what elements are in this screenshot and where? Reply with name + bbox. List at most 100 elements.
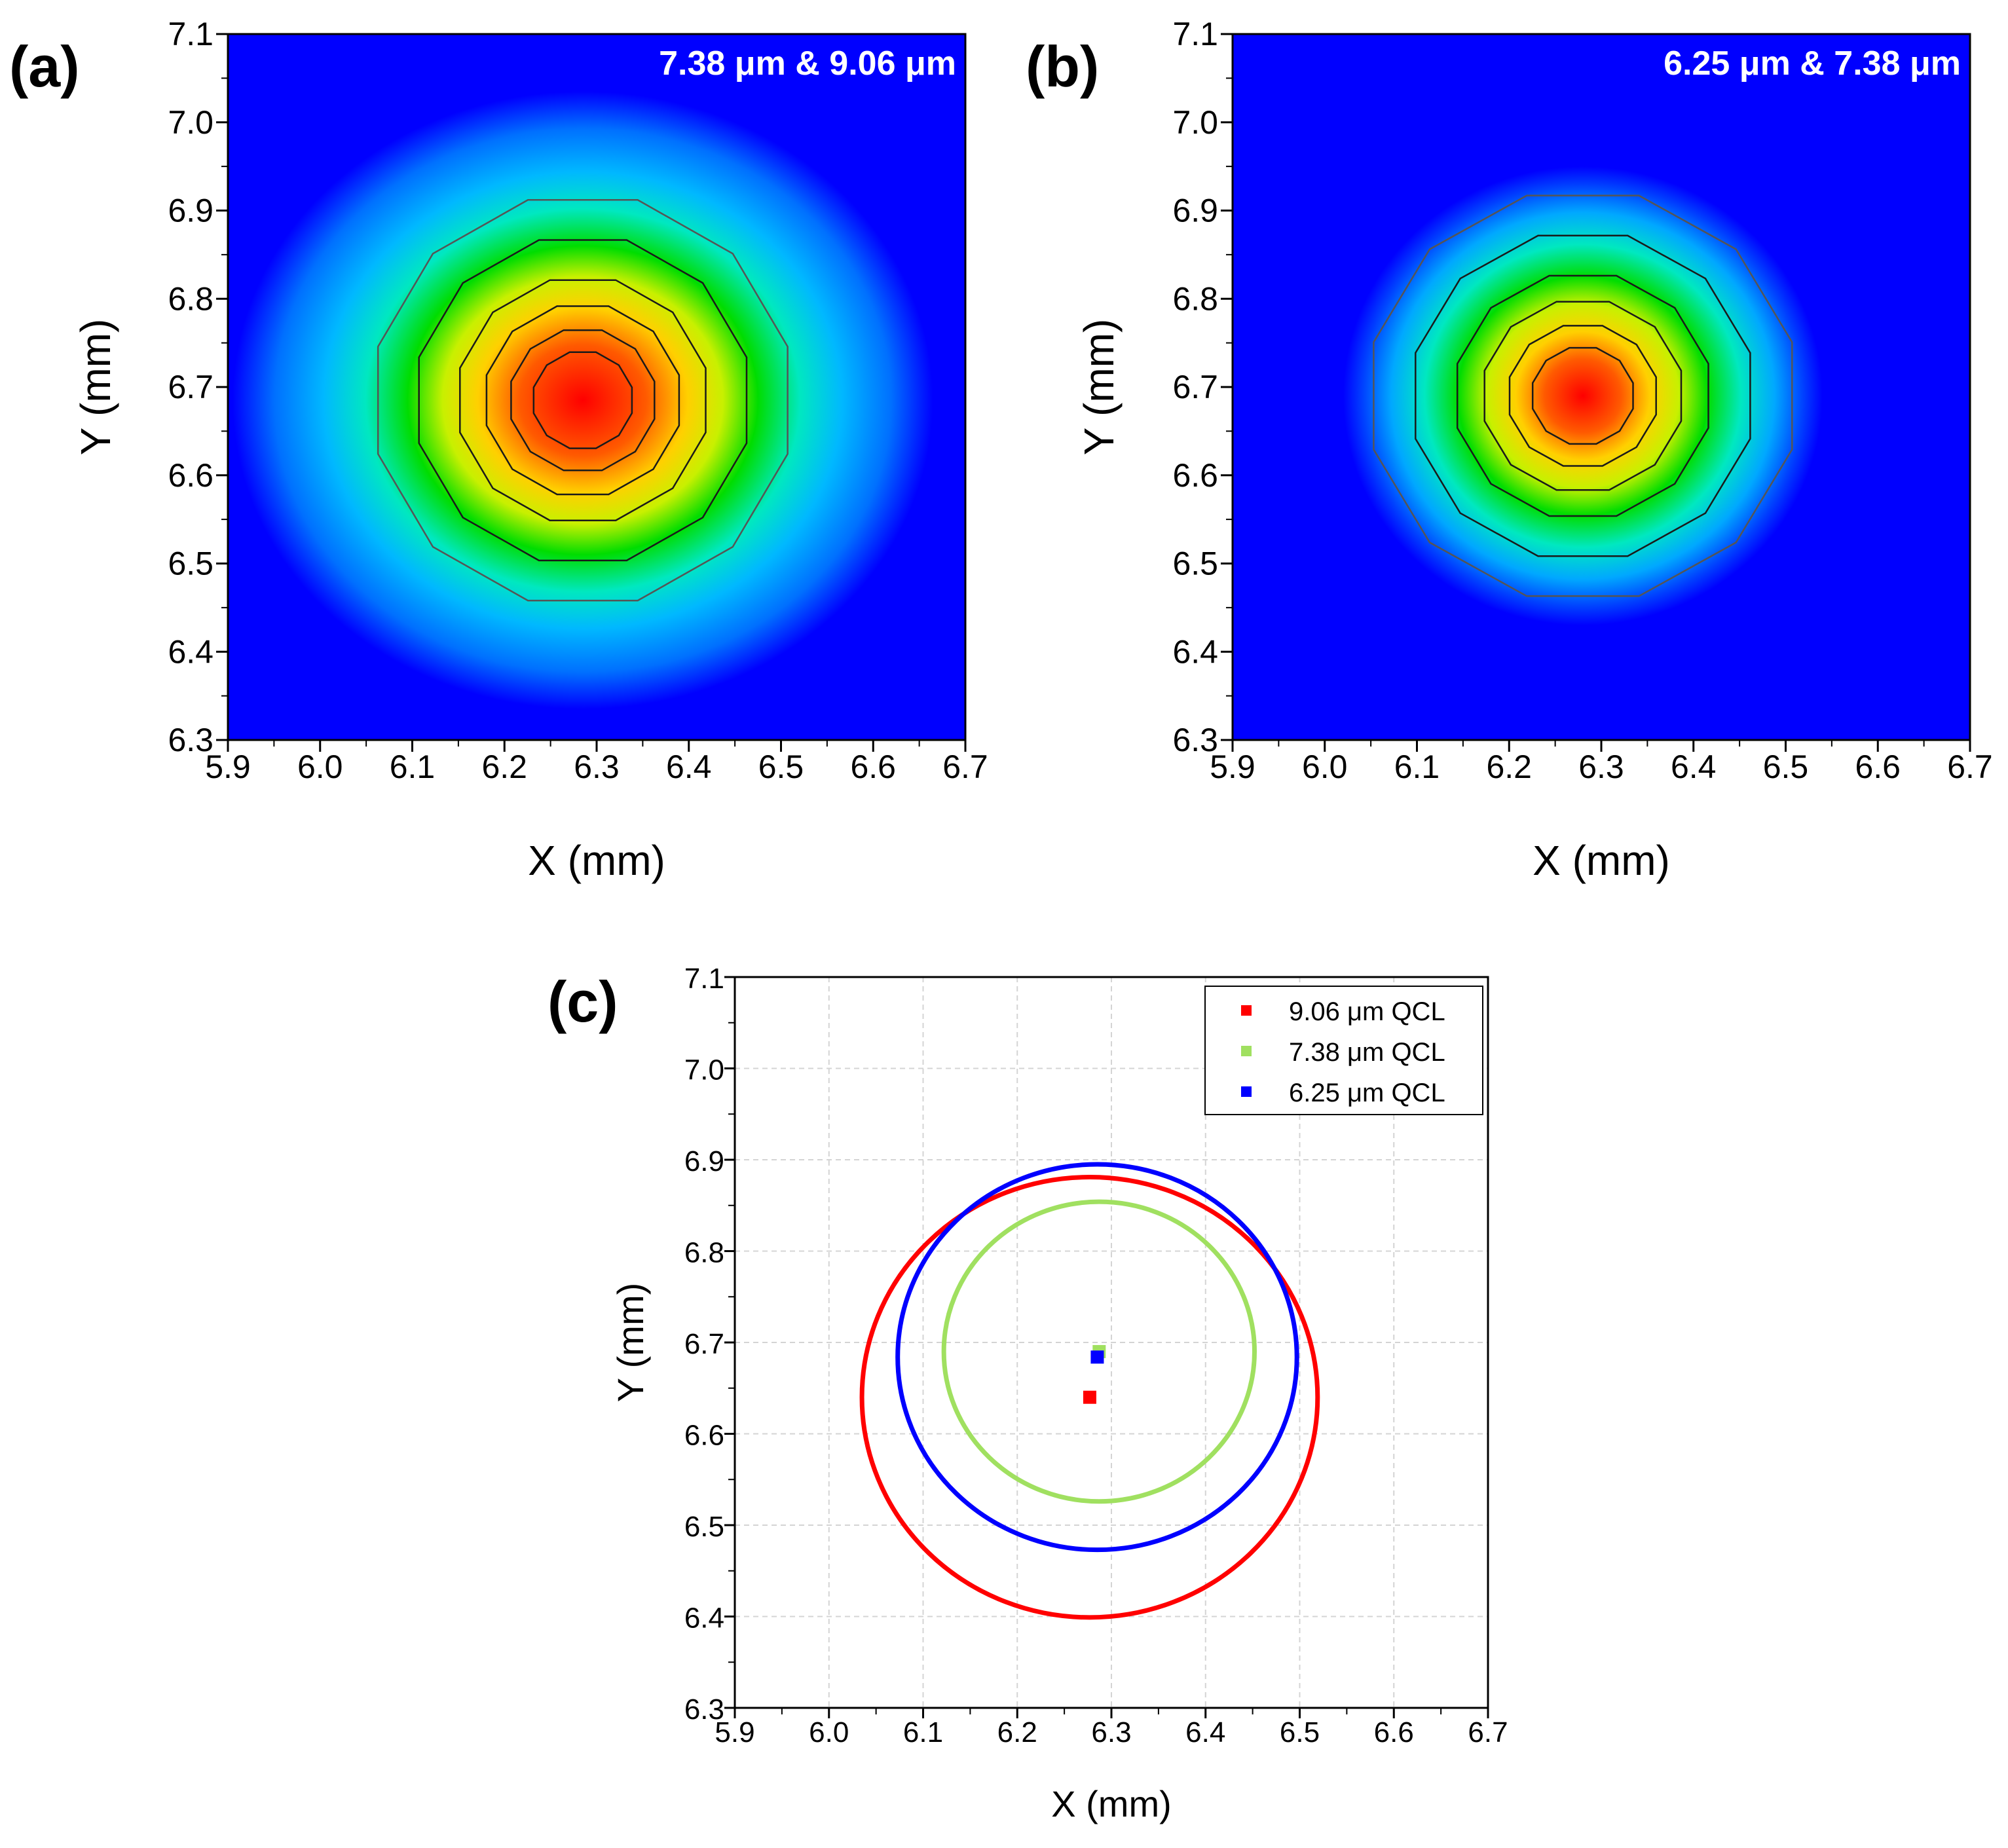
axes-a-x-tick-label: 6.5 [758, 748, 804, 785]
panel-a-inset-label: 7.38 μm & 9.06 μm [659, 45, 956, 83]
axes-a-contour-line [510, 329, 656, 471]
axes-a-contour-line [485, 305, 680, 496]
axes-a-y-tick-label: 6.3 [168, 722, 214, 758]
legend-label-9-06: 9.06 μm QCL [1289, 997, 1445, 1026]
axes-a-y-tick-label: 7.1 [168, 16, 214, 52]
axes-b-x-tick-label: 6.7 [1947, 748, 1993, 785]
axes-b-y-tick-label: 7.1 [1172, 16, 1218, 52]
axes-a-x-tick-label: 6.0 [297, 748, 343, 785]
axes-c-x-tick-label: 6.1 [903, 1716, 943, 1748]
axes-b-x-tick-label: 6.6 [1855, 748, 1901, 785]
axes-c-y-tick-label: 6.8 [684, 1237, 724, 1269]
legend-label-7-38: 7.38 μm QCL [1289, 1038, 1445, 1067]
axes-c-x-tick-label: 6.7 [1468, 1716, 1508, 1748]
axes-b-y-tick-label: 6.5 [1172, 545, 1218, 582]
axes-c-y-tick-label: 6.6 [684, 1420, 724, 1452]
axes-a-y-tick-label: 6.7 [168, 369, 214, 405]
axes-c-x-tick-label: 6.4 [1185, 1716, 1225, 1748]
axes-a-x-tick-label: 6.4 [666, 748, 712, 785]
axes-b-y-tick-label: 6.3 [1172, 722, 1218, 758]
panel-c-label: (c) [548, 969, 618, 1034]
axes-b-y-tick-label: 6.9 [1172, 193, 1218, 229]
axes-b-y-tick-label: 7.0 [1172, 104, 1218, 141]
axes-c-y-tick-label: 6.3 [684, 1693, 724, 1726]
heatmap-b-halo [1343, 166, 1823, 625]
axes-a-contour-line [459, 279, 707, 521]
axes-a-ticks: 5.9 6.0 6.1 6.2 6.3 6.4 6.5 6.6 6.7 6.3 6.4 6.5 6.6 6… [168, 16, 988, 785]
legend-swatch-6-25 [1241, 1086, 1252, 1097]
axes-a-x-tick-label: 6.3 [574, 748, 620, 785]
y-axis-title-c: Y (mm) [610, 1283, 651, 1403]
axes-b-x-tick-label: 6.3 [1578, 748, 1624, 785]
panel-c: (c) 5.9 6.0 6.1 6.2 6.3 6.4 6.5 6.6 6.7 6.3 6.4 6.5… [548, 963, 1508, 1824]
axes-a-x-tick-label: 6.1 [390, 748, 436, 785]
axes-b-y-tick-label: 6.6 [1172, 457, 1218, 494]
legend-label-6-25: 6.25 μm QCL [1289, 1079, 1445, 1107]
axes-b-contour-line [1415, 234, 1751, 557]
legend-swatch-7-38 [1241, 1046, 1252, 1056]
legend-swatch-9-06 [1241, 1005, 1252, 1016]
panel-b-inset-label: 6.25 μm & 7.38 μm [1664, 45, 1961, 83]
axes-b-y-tick-label: 6.8 [1172, 280, 1218, 317]
beam-circle-6-25 [895, 1162, 1299, 1553]
axes-c-x-tick-label: 6.3 [1091, 1716, 1131, 1748]
axes-a-y-tick-label: 6.6 [168, 457, 214, 494]
axes-a-x-tick-label: 6.6 [850, 748, 896, 785]
axes-c-y-tick-label: 6.4 [684, 1602, 724, 1635]
axes-a-contour-line [377, 199, 789, 602]
axes-c-x-tick-label: 6.0 [809, 1716, 849, 1748]
y-axis-title-a: Y (mm) [72, 319, 119, 456]
plot-c-centroids [1083, 1344, 1106, 1404]
heatmap-b-contours [1373, 194, 1793, 597]
y-axis-title-b: Y (mm) [1075, 319, 1123, 456]
centroid-point-9-06 [1083, 1390, 1096, 1404]
axes-b-x-tick-label: 5.9 [1210, 748, 1255, 785]
axes-c-x-tick-label: 6.6 [1374, 1716, 1414, 1748]
axes-b-y-tick-label: 6.7 [1172, 369, 1218, 405]
axes-a-y-tick-label: 6.5 [168, 545, 214, 582]
axes-a-contour-line [532, 351, 633, 449]
axes-c-y-tick-label: 6.5 [684, 1511, 724, 1543]
axes-a-y-tick-label: 7.0 [168, 104, 214, 141]
axes-b-contour-line [1456, 274, 1709, 517]
axes-b-x-tick-label: 6.4 [1671, 748, 1717, 785]
panel-b: (b) 6.25 μm & 7.38 μm 5.9 6.0 6.1 6.2 6.3 6.4… [1026, 16, 1993, 884]
centroid-point-6-25 [1090, 1350, 1104, 1364]
axes-b-x-tick-label: 6.1 [1394, 748, 1440, 785]
axes-c-x-tick-label: 6.2 [997, 1716, 1037, 1748]
beam-circle-7-38 [941, 1199, 1257, 1504]
panel-a: (a) 7.38 μm & 9.06 μm 5.9 6.0 6.1 6.2 6.3 6.4… [9, 16, 988, 884]
axes-c-y-tick-label: 6.9 [684, 1145, 724, 1177]
beam-circle-9-06 [859, 1175, 1320, 1620]
axes-c-x-tick-label: 5.9 [715, 1716, 754, 1748]
axes-a-x-tick-label: 5.9 [205, 748, 251, 785]
axes-b-x-tick-label: 6.2 [1486, 748, 1532, 785]
axes-c-y-tick-label: 6.7 [684, 1328, 724, 1360]
axes-b-contour-line [1373, 194, 1793, 597]
axes-b-x-tick-label: 6.5 [1763, 748, 1809, 785]
axes-b-contour-line [1483, 301, 1683, 491]
x-axis-title-a: X (mm) [528, 837, 665, 884]
axes-b-contour-line [1508, 325, 1657, 467]
panel-a-label: (a) [9, 34, 80, 99]
legend: 9.06 μm QCL 7.38 μm QCL 6.25 μm QCL [1204, 986, 1483, 1115]
x-axis-title-c: X (mm) [1051, 1783, 1172, 1824]
axes-c-x-tick-label: 6.5 [1280, 1716, 1320, 1748]
axes-a-y-tick-label: 6.9 [168, 193, 214, 229]
axes-a-y-tick-label: 6.8 [168, 280, 214, 317]
plot-c-beam-circles [859, 1162, 1320, 1620]
axes-c-y-tick-label: 7.0 [684, 1054, 724, 1086]
axes-b-x-tick-label: 6.0 [1302, 748, 1348, 785]
x-axis-title-b: X (mm) [1533, 837, 1670, 884]
axes-a-contour-line [418, 239, 748, 562]
axes-a-y-tick-label: 6.4 [168, 633, 214, 670]
axes-a-x-tick-label: 6.2 [481, 748, 527, 785]
panel-b-label: (b) [1026, 34, 1099, 99]
axes-b-ticks: 5.9 6.0 6.1 6.2 6.3 6.4 6.5 6.6 6.7 6.3 6.4 6.5 6.6 6… [1172, 16, 1992, 785]
axes-c-y-tick-label: 7.1 [684, 963, 724, 995]
axes-c-ticks: 5.9 6.0 6.1 6.2 6.3 6.4 6.5 6.6 6.7 6.3 6.4 6.5 6.6 6… [684, 963, 1508, 1748]
axes-b-contour-line [1531, 346, 1634, 445]
axes-a-x-tick-label: 6.7 [942, 748, 988, 785]
axes-b-y-tick-label: 6.4 [1172, 633, 1218, 670]
